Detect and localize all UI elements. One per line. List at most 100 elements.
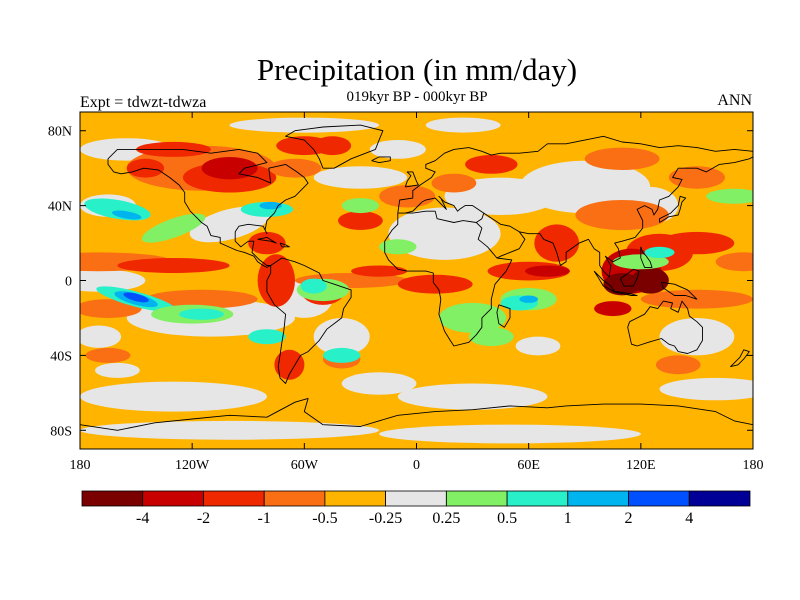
field-patch: [300, 278, 327, 294]
field-patch: [706, 188, 753, 204]
colorbar-swatch: [567, 490, 629, 507]
field-patch: [465, 155, 518, 174]
chart-title: Precipitation (in mm/day): [256, 52, 578, 87]
lat-tick-label: 80S: [50, 424, 72, 439]
field-patch: [575, 200, 669, 230]
field-patch: [268, 158, 322, 178]
field-patch: [668, 166, 725, 189]
field-patch: [659, 231, 735, 255]
field-patch: [248, 231, 286, 255]
field-patch: [323, 347, 361, 363]
coastline: [266, 257, 352, 384]
colorbar-swatch: [263, 490, 326, 507]
field-patch: [631, 267, 669, 294]
field-patch: [644, 246, 675, 258]
coastlines: [80, 124, 753, 431]
field-patch: [655, 355, 701, 375]
coastline: [730, 349, 750, 368]
field-patch: [715, 252, 753, 272]
colorbar-swatch: [81, 490, 144, 507]
lat-tick-label: 0: [65, 275, 72, 290]
field-patch: [379, 185, 436, 208]
field-patch: [313, 136, 352, 156]
coastline: [619, 268, 640, 287]
colorbar-label: 0.5: [497, 510, 517, 527]
colorbar-label: -2: [197, 510, 210, 527]
field-patch: [397, 383, 548, 410]
coastline: [483, 212, 526, 259]
field-patch: [229, 117, 380, 133]
field-patch: [201, 157, 258, 180]
experiment-label: Expt = tdwzt-tdwza: [80, 94, 207, 111]
field-patch: [123, 292, 149, 303]
coastline: [384, 210, 513, 347]
coastline: [612, 291, 638, 296]
field-patch: [259, 201, 282, 210]
coastline: [257, 236, 277, 244]
lat-tick-label: 40S: [50, 349, 72, 364]
field-patch: [338, 211, 383, 231]
colorbar-label: 1: [564, 510, 572, 527]
lon-tick-label: 0: [413, 458, 420, 473]
field-patch: [341, 198, 380, 214]
coastline: [404, 171, 419, 188]
field-patch: [659, 318, 735, 356]
field-patch: [117, 258, 230, 273]
field-patch: [80, 420, 380, 440]
colorbar-swatch: [142, 490, 204, 507]
colorbar-swatch: [324, 490, 386, 507]
colorbar-label: -0.25: [369, 510, 402, 527]
lon-tick-label: 60E: [517, 458, 540, 473]
lon-tick-label: 180: [743, 458, 764, 473]
field-patch: [351, 265, 408, 277]
colorbar-label: 2: [625, 510, 633, 527]
field-patch: [584, 147, 660, 170]
field-patch: [431, 173, 477, 193]
colorbar-swatch: [506, 490, 569, 507]
field-patch: [519, 295, 538, 303]
colorbar: -4 -2 -1 -0.5 -0.25 0.25 0.5 1 2 4: [81, 490, 751, 527]
colorbar-swatch: [445, 490, 508, 507]
field-patch: [603, 273, 641, 296]
colorbar-label: 0.25: [432, 510, 460, 527]
field-patch: [313, 166, 408, 189]
field-patch: [80, 325, 122, 348]
field-patch: [379, 239, 417, 255]
coastline: [107, 148, 309, 268]
field-patch: [80, 269, 146, 292]
field-patch: [612, 254, 669, 270]
coastline: [405, 195, 485, 223]
precipitation-field: [80, 112, 753, 449]
field-patch: [179, 308, 224, 320]
field-patch: [525, 265, 570, 277]
field-patch: [145, 289, 258, 309]
field-patch: [248, 329, 286, 345]
field-patch: [379, 424, 641, 444]
coastline: [627, 300, 703, 354]
field-patch: [519, 160, 651, 214]
season-label: ANN: [717, 92, 752, 109]
lon-tick-label: 60W: [291, 458, 319, 473]
longitude-ticks: 180 120W 60W 0 60E 120E 180: [70, 112, 764, 473]
field-patch: [141, 213, 206, 243]
coastline: [640, 246, 653, 268]
coastline: [496, 304, 511, 328]
coastline: [660, 281, 698, 300]
lon-tick-label: 120W: [175, 458, 210, 473]
field-patch: [659, 377, 753, 401]
lon-tick-label: 180: [70, 458, 91, 473]
coastline: [285, 124, 384, 169]
field-patch: [594, 301, 632, 317]
field-patch: [111, 210, 142, 220]
field-patch: [95, 362, 140, 378]
field-patch: [274, 349, 305, 380]
colorbar-label: -4: [136, 510, 149, 527]
lat-tick-label: 80N: [48, 125, 72, 140]
coastline: [519, 156, 753, 278]
lon-tick-label: 120E: [626, 458, 656, 473]
field-patch: [341, 372, 417, 395]
colorbar-swatch: [688, 490, 751, 507]
field-patch: [80, 381, 267, 412]
colorbar-label: -0.5: [312, 510, 337, 527]
